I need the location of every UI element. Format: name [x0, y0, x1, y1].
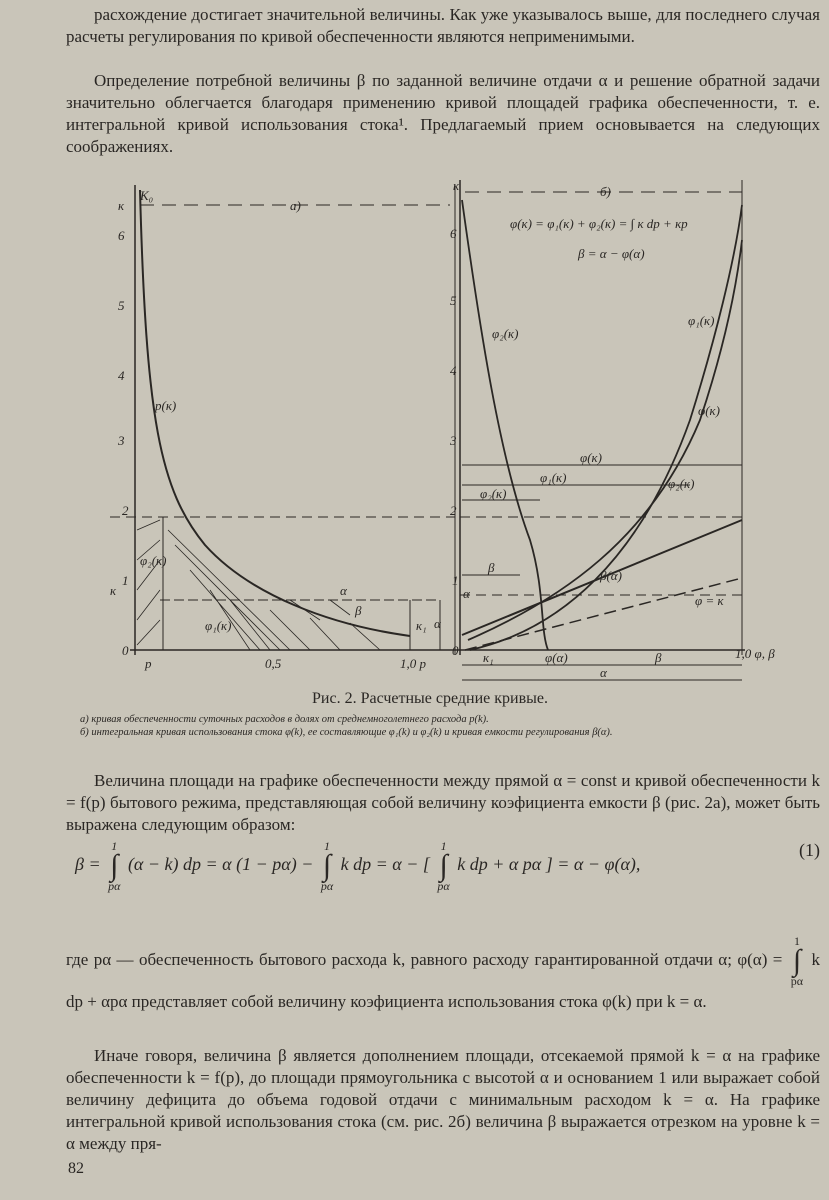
dimension-label: β — [654, 650, 662, 665]
curve-label: p(к) — [154, 398, 176, 413]
panel-label: а) — [290, 198, 301, 213]
tick-label: 0 — [452, 643, 459, 658]
tick-label: 6 — [450, 226, 457, 241]
curve-label: φ₂(к) — [140, 553, 166, 568]
equation-part: (α − k) dp = α (1 − pα) − — [127, 854, 318, 875]
equation-part: k dp = α − [ — [340, 854, 435, 875]
tick-label: 2 — [122, 503, 129, 518]
paragraph: расхождение достигает значительной велич… — [66, 5, 820, 46]
dimension-label: φ₂(к) — [668, 476, 694, 491]
dimension-label: β — [487, 560, 495, 575]
paragraph: Определение потребной величины β по зада… — [66, 71, 820, 156]
panel-label: б) — [600, 184, 611, 199]
equation: β = 1 ∫ pα (α − k) dp = α (1 − pα) − 1 ∫ pα … — [75, 840, 820, 892]
equation-part: k dp + α pα ] = α − φ(α), — [457, 854, 641, 875]
limit: pα — [437, 879, 450, 893]
tick-label: 4 — [450, 363, 457, 378]
integral: 1 ∫ pα — [790, 934, 804, 988]
label: к₁ — [416, 618, 427, 633]
equation-part: β = — [75, 854, 106, 875]
paragraph: Величина площади на графике обеспеченнос… — [66, 771, 820, 834]
label: α — [340, 583, 348, 598]
figure-caption: Рис. 2. Расчетные средние кривые. — [312, 690, 548, 707]
equation-number: (1) — [799, 840, 820, 860]
integral: 1 ∫ pα — [108, 839, 121, 893]
curve-label: φ(к) — [698, 403, 720, 418]
dimension-label: φ(к) — [580, 450, 602, 465]
limit: pα — [790, 974, 804, 988]
tick-label: 5 — [450, 293, 457, 308]
text: где pα — обеспеченность бытового расхода… — [66, 949, 788, 969]
limit: 1 — [793, 934, 800, 948]
label: β — [354, 603, 362, 618]
tick-label: 2 — [450, 503, 457, 518]
dimension-label: φ₁(к) — [540, 470, 566, 485]
label: α — [434, 616, 442, 631]
axis-label: к — [118, 198, 125, 213]
tick-label: 5 — [118, 298, 125, 313]
limit: pα — [108, 879, 121, 893]
integral: 1 ∫ pα — [320, 839, 334, 893]
label: к₁ — [483, 650, 494, 665]
limit: 1 — [324, 839, 330, 853]
curve-label: φ₂(к) — [492, 326, 518, 341]
limit: 1 — [111, 839, 118, 853]
curve-label: φ₁(к) — [205, 618, 231, 633]
curve-label: φ₁(к) — [688, 313, 714, 328]
axis-label: к — [453, 178, 460, 193]
dimension-label: φ₂(к) — [480, 486, 506, 501]
limit: pα — [320, 879, 334, 893]
limit: 1 — [440, 839, 447, 853]
axis-label: p — [144, 656, 152, 671]
axis-label: к — [110, 583, 117, 598]
tick-label: 1,0 p — [400, 656, 427, 671]
paragraph: Иначе говоря, величина β является дополн… — [66, 1046, 820, 1153]
tick-label: 0 — [122, 643, 129, 658]
formula: φ(к) = φ₁(к) + φ₂(к) = ∫ к dp + кp — [510, 216, 688, 232]
axis-label: 1,0 φ, β — [735, 646, 775, 661]
text: k dp + αpα представляет собой величину к… — [66, 949, 821, 1011]
tick-label: 6 — [118, 228, 125, 243]
paragraph: где pα — обеспеченность бытового расхода… — [66, 935, 820, 1017]
tick-label: 3 — [449, 433, 457, 448]
integral: 1 ∫ pα — [437, 839, 450, 893]
tick-label: 3 — [117, 433, 125, 448]
formula: β = α − φ(α) — [577, 246, 645, 261]
figure-notes: а) кривая обеспеченности суточных расход… — [80, 713, 780, 739]
curve-label: β(α) — [599, 568, 622, 583]
page-number: 82 — [68, 1160, 84, 1177]
dimension-label: α — [600, 665, 608, 680]
tick-label: 1 — [452, 573, 459, 588]
figure — [110, 180, 745, 681]
tick-label: 0,5 — [265, 656, 282, 671]
dimension-label: φ(α) — [545, 650, 568, 665]
figure-note: а) кривая обеспеченности суточных расход… — [80, 714, 489, 725]
label: К₀ — [139, 188, 153, 203]
tick-label: 1 — [122, 573, 129, 588]
figure-note: б) интегральная кривая использования сто… — [80, 727, 613, 738]
figure-labels: к К₀ а) 6 5 4 3 2 1 0 к p 0,5 1,0 p p(к)… — [110, 178, 775, 680]
label: α — [463, 586, 471, 601]
curve-label: φ = к — [695, 593, 724, 608]
tick-label: 4 — [118, 368, 125, 383]
